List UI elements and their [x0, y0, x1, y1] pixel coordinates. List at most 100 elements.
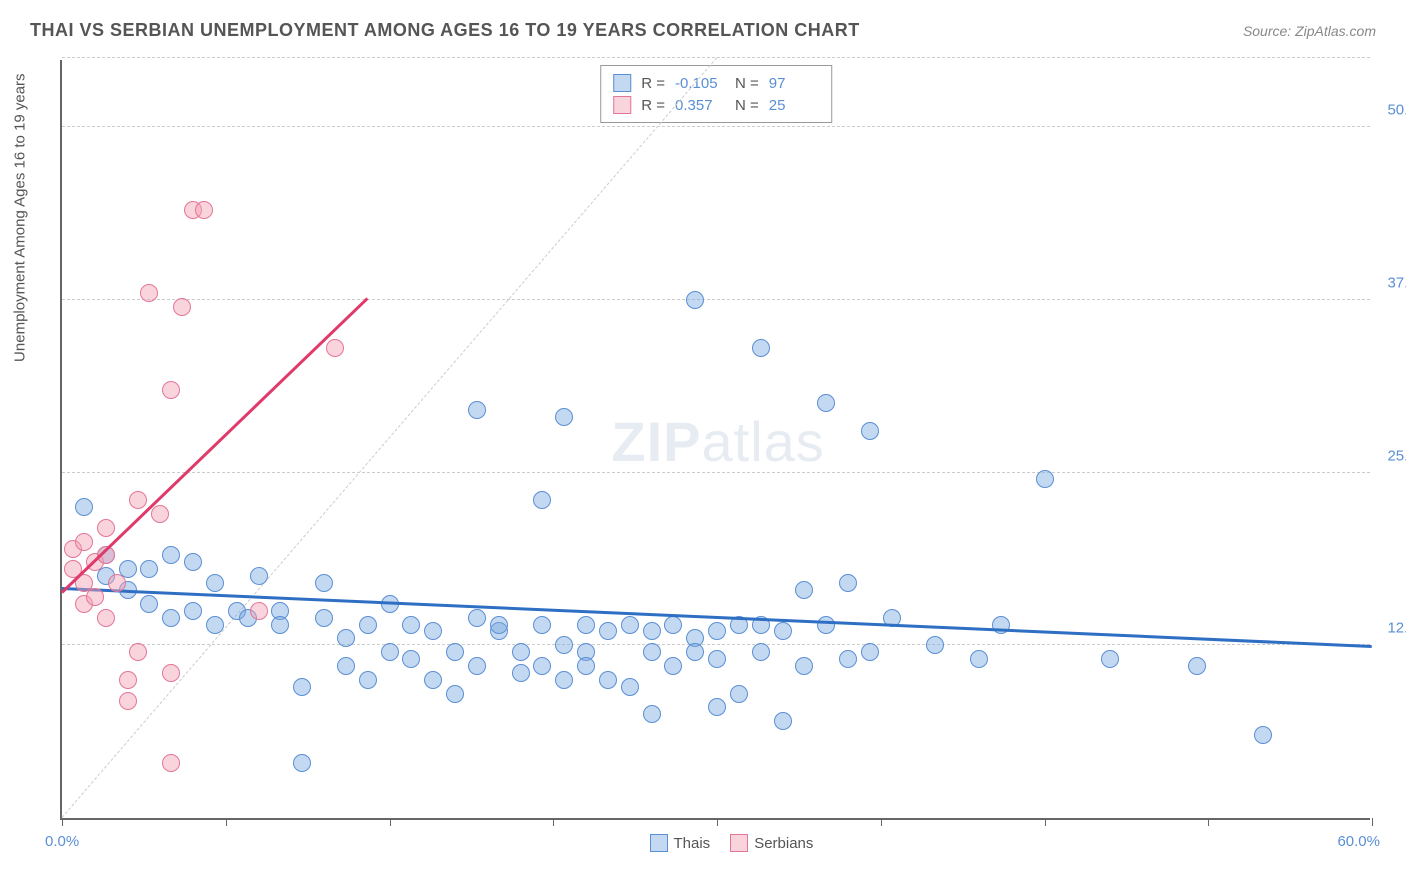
data-point	[708, 698, 726, 716]
data-point	[708, 650, 726, 668]
data-point	[359, 671, 377, 689]
data-point	[752, 339, 770, 357]
legend-item: Serbians	[730, 834, 813, 852]
stat-r-label: R =	[641, 97, 665, 114]
data-point	[359, 616, 377, 634]
data-point	[129, 643, 147, 661]
x-tick	[1208, 818, 1209, 826]
data-point	[86, 588, 104, 606]
gridline	[62, 126, 1370, 127]
data-point	[730, 685, 748, 703]
y-axis-title: Unemployment Among Ages 16 to 19 years	[12, 73, 29, 362]
data-point	[271, 616, 289, 634]
data-point	[446, 643, 464, 661]
data-point	[402, 616, 420, 634]
data-point	[664, 657, 682, 675]
watermark: ZIPatlas	[611, 409, 824, 474]
data-point	[555, 408, 573, 426]
data-point	[206, 574, 224, 592]
data-point	[315, 574, 333, 592]
legend-swatch	[730, 834, 748, 852]
gridline	[62, 299, 1370, 300]
data-point	[643, 705, 661, 723]
data-point	[774, 712, 792, 730]
data-point	[97, 609, 115, 627]
x-tick	[1045, 818, 1046, 826]
data-point	[119, 671, 137, 689]
data-point	[162, 546, 180, 564]
stat-n-label: N =	[735, 75, 759, 92]
data-point	[140, 284, 158, 302]
x-tick	[62, 818, 63, 826]
data-point	[424, 622, 442, 640]
chart-plot-area: ZIPatlas R =-0.105N =97R =0.357N =25 12.…	[60, 60, 1370, 820]
data-point	[970, 650, 988, 668]
data-point	[621, 616, 639, 634]
stat-n-label: N =	[735, 97, 759, 114]
data-point	[512, 664, 530, 682]
data-point	[424, 671, 442, 689]
data-point	[817, 616, 835, 634]
data-point	[75, 498, 93, 516]
data-point	[315, 609, 333, 627]
correlation-stats-box: R =-0.105N =97R =0.357N =25	[600, 65, 832, 123]
y-tick-label: 37.5%	[1387, 274, 1406, 291]
y-tick-label: 25.0%	[1387, 447, 1406, 464]
y-tick-label: 50.0%	[1387, 102, 1406, 119]
data-point	[337, 629, 355, 647]
data-point	[839, 574, 857, 592]
data-point	[97, 519, 115, 537]
data-point	[402, 650, 420, 668]
data-point	[621, 678, 639, 696]
diagonal-guide	[62, 57, 718, 818]
data-point	[708, 622, 726, 640]
data-point	[533, 616, 551, 634]
stat-r-value: 0.357	[675, 97, 725, 114]
x-tick	[226, 818, 227, 826]
legend-swatch	[613, 74, 631, 92]
x-tick	[1372, 818, 1373, 826]
legend-label: Serbians	[754, 835, 813, 852]
data-point	[490, 616, 508, 634]
data-point	[817, 394, 835, 412]
data-point	[555, 671, 573, 689]
data-point	[206, 616, 224, 634]
data-point	[446, 685, 464, 703]
data-point	[861, 643, 879, 661]
data-point	[195, 201, 213, 219]
legend-swatch	[613, 96, 631, 114]
data-point	[752, 643, 770, 661]
data-point	[162, 381, 180, 399]
x-tick	[881, 818, 882, 826]
data-point	[599, 671, 617, 689]
legend-swatch	[650, 834, 668, 852]
data-point	[795, 657, 813, 675]
data-point	[119, 692, 137, 710]
gridline	[62, 644, 1370, 645]
data-point	[861, 422, 879, 440]
data-point	[162, 754, 180, 772]
y-tick-label: 12.5%	[1387, 620, 1406, 637]
data-point	[151, 505, 169, 523]
stat-n-value: 97	[769, 75, 819, 92]
data-point	[839, 650, 857, 668]
legend-label: Thais	[674, 835, 711, 852]
data-point	[381, 643, 399, 661]
data-point	[75, 533, 93, 551]
stat-n-value: 25	[769, 97, 819, 114]
chart-title: THAI VS SERBIAN UNEMPLOYMENT AMONG AGES …	[30, 20, 860, 41]
data-point	[326, 339, 344, 357]
data-point	[184, 553, 202, 571]
data-point	[774, 622, 792, 640]
data-point	[533, 491, 551, 509]
data-point	[108, 574, 126, 592]
legend-item: Thais	[650, 834, 711, 852]
data-point	[293, 678, 311, 696]
data-point	[926, 636, 944, 654]
x-tick	[390, 818, 391, 826]
series-legend: Thais Serbians	[650, 834, 814, 852]
data-point	[686, 643, 704, 661]
data-point	[468, 401, 486, 419]
data-point	[555, 636, 573, 654]
data-point	[293, 754, 311, 772]
